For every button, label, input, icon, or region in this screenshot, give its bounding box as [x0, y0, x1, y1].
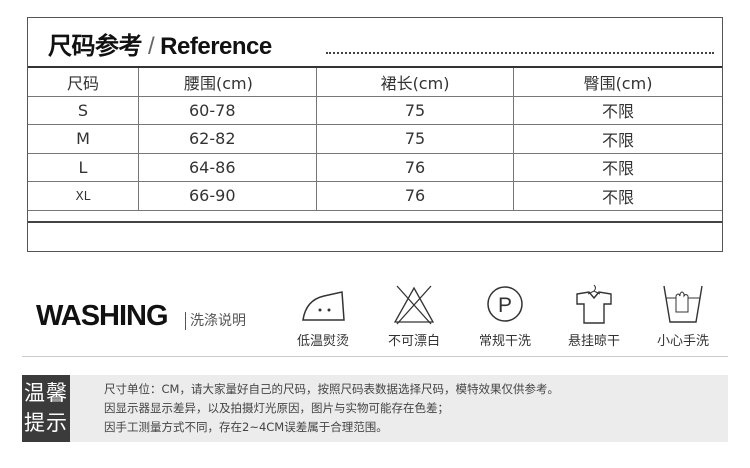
- size-cell: S: [28, 96, 139, 125]
- tips-label-line: 提示: [24, 411, 68, 435]
- tip-line: 因手工测量方式不同，存在2~4CM误差属于合理范围。: [104, 420, 388, 434]
- waist-cell: 66-90: [138, 181, 317, 211]
- care-item: P 常规干洗: [465, 282, 545, 349]
- size-table: 尺码 腰围(cm) 裙长(cm) 臀围(cm) S 60-78 75 不限 M 62-8…: [28, 68, 722, 211]
- dry-clean-p-icon: P: [487, 286, 523, 322]
- no-bleach-icon: [393, 285, 435, 325]
- care-item: 小心手洗: [643, 282, 723, 349]
- table-row: S 60-78 75 不限: [28, 96, 722, 125]
- hang-dry-icon: [576, 284, 612, 324]
- care-label: 不可漂白: [387, 334, 440, 349]
- dotted-rule: [326, 52, 714, 54]
- tips-label: 温馨 提示: [22, 375, 70, 442]
- header-cell: 尺码: [28, 68, 139, 97]
- care-label: 小心手洗: [656, 334, 709, 349]
- size-cell: XL: [28, 181, 139, 211]
- header-cell: 裙长(cm): [316, 68, 514, 97]
- hand-wash-icon: [663, 285, 703, 323]
- header-cell: 臀围(cm): [513, 68, 722, 97]
- tips-text: 尺寸单位：CM，请大家量好自己的尺码，按照尺码表数据选择尺码，模特效果仅供参考。…: [104, 380, 559, 437]
- size-cell: M: [28, 124, 139, 154]
- hip-cell: 不限: [513, 181, 722, 211]
- length-cell: 75: [316, 96, 514, 125]
- table-row: M 62-82 75 不限: [28, 124, 722, 154]
- title-en: Reference: [160, 33, 272, 60]
- section-divider: [22, 356, 728, 357]
- length-cell: 75: [316, 124, 514, 154]
- size-chart-header: 尺码参考 / Reference: [28, 18, 722, 68]
- table-header-row: 尺码 腰围(cm) 裙长(cm) 臀围(cm): [28, 68, 722, 97]
- title-separator: /: [148, 33, 155, 60]
- care-label: 低温熨烫: [296, 334, 349, 349]
- length-cell: 76: [316, 153, 514, 182]
- size-chart-title: 尺码参考 / Reference: [48, 26, 272, 61]
- length-cell: 76: [316, 181, 514, 211]
- tip-line: 因显示器显示差异，以及拍摄灯光原因，图片与实物可能存在色差；: [104, 401, 449, 415]
- hip-cell: 不限: [513, 153, 722, 182]
- tips-label-line: 温馨: [24, 381, 68, 405]
- svg-text:P: P: [498, 294, 512, 317]
- waist-cell: 64-86: [138, 153, 317, 182]
- table-footer-divider: [28, 212, 722, 223]
- title-cn: 尺码参考: [48, 33, 143, 60]
- care-label: 常规干洗: [478, 334, 531, 349]
- tip-line: 尺寸单位：CM，请大家量好自己的尺码，按照尺码表数据选择尺码，模特效果仅供参考。: [104, 382, 559, 396]
- care-item: 不可漂白: [374, 282, 454, 349]
- table-row: XL 66-90 76 不限: [28, 181, 722, 211]
- table-row: L 64-86 76 不限: [28, 153, 722, 182]
- hip-cell: 不限: [513, 96, 722, 125]
- tips-panel: 温馨提示 尺寸单位：CM，请大家量好自己的尺码，按照尺码表数据选择尺码，模特效果…: [22, 375, 728, 442]
- care-label: 悬挂晾干: [567, 334, 620, 349]
- care-item: 悬挂晾干: [554, 282, 634, 349]
- waist-cell: 60-78: [138, 96, 317, 125]
- size-cell: L: [28, 153, 139, 182]
- care-item: 低温熨烫: [283, 282, 363, 349]
- iron-low-icon: [302, 291, 345, 321]
- hip-cell: 不限: [513, 124, 722, 154]
- waist-cell: 62-82: [138, 124, 317, 154]
- size-chart: 尺码参考 / Reference 尺码 腰围(cm) 裙长(cm) 臀围(cm) S…: [27, 17, 723, 252]
- header-cell: 腰围(cm): [138, 68, 317, 97]
- washing-title: WASHING: [36, 300, 169, 332]
- washing-subtitle: 洗涤说明: [185, 312, 246, 330]
